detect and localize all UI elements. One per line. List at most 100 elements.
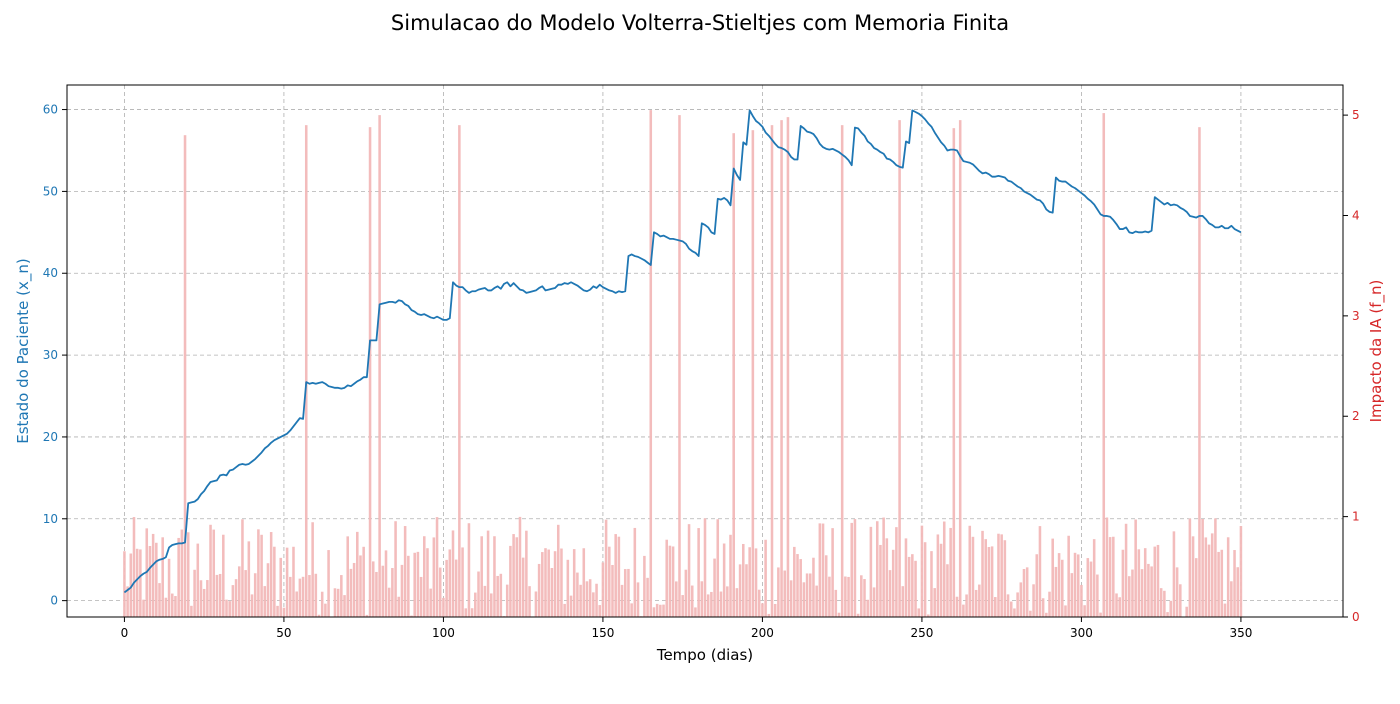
impact-bar xyxy=(978,585,981,617)
impact-bar xyxy=(1125,524,1128,617)
impact-bar xyxy=(276,606,279,617)
impact-bar xyxy=(1240,526,1243,617)
impact-bar xyxy=(251,594,254,617)
impact-bar xyxy=(560,549,563,617)
impact-bar xyxy=(1154,547,1157,617)
impact-bar xyxy=(500,574,503,617)
impact-bar xyxy=(1118,597,1121,617)
impact-bar xyxy=(212,530,215,617)
impact-bar xyxy=(589,579,592,617)
impact-bar xyxy=(732,133,735,617)
impact-bar xyxy=(806,573,809,617)
impact-bar xyxy=(334,588,337,617)
impact-bar xyxy=(624,569,627,617)
impact-bar xyxy=(991,546,994,617)
impact-bar xyxy=(161,537,164,617)
impact-bar xyxy=(643,556,646,617)
impact-bar xyxy=(943,522,946,617)
impact-bar xyxy=(579,585,582,617)
impact-bar xyxy=(570,596,573,617)
impact-bar xyxy=(429,589,432,617)
impact-bar xyxy=(232,585,235,617)
impact-bar xyxy=(876,521,879,617)
impact-bar xyxy=(1029,611,1032,617)
impact-bar xyxy=(822,524,825,617)
impact-bar xyxy=(270,532,273,617)
impact-bar xyxy=(522,558,525,617)
impact-bar xyxy=(745,564,748,617)
impact-bar xyxy=(1185,607,1188,617)
left-tick-label: 40 xyxy=(43,266,58,280)
impact-bar xyxy=(905,538,908,617)
impact-bar xyxy=(1093,539,1096,617)
impact-bar xyxy=(273,547,276,617)
impact-bar xyxy=(972,537,975,617)
impact-bar xyxy=(295,591,298,617)
impact-bar xyxy=(177,538,180,617)
impact-bar xyxy=(321,592,324,617)
impact-bar xyxy=(1233,550,1236,617)
impact-bar xyxy=(898,120,901,617)
impact-bar xyxy=(184,135,187,617)
impact-bar xyxy=(468,523,471,617)
impact-bar xyxy=(860,575,863,617)
impact-bar xyxy=(535,591,538,617)
impact-bar xyxy=(1205,537,1208,617)
impact-bar xyxy=(748,547,751,617)
impact-bar xyxy=(1071,573,1074,617)
impact-bar xyxy=(908,557,911,617)
impact-bar xyxy=(1208,545,1211,617)
left-axis-label: Estado do Paciente (x_n) xyxy=(14,258,33,443)
impact-bar xyxy=(1224,604,1227,617)
impact-bar xyxy=(1150,566,1153,617)
impact-bar xyxy=(736,588,739,617)
impact-bar xyxy=(921,526,924,617)
impact-bar xyxy=(704,518,707,617)
impact-bar xyxy=(1077,554,1080,617)
x-axis-label: Tempo (dias) xyxy=(656,646,753,664)
right-tick-label: 4 xyxy=(1352,208,1360,222)
impact-bar xyxy=(1026,567,1029,617)
impact-bar xyxy=(1179,584,1182,617)
impact-bar xyxy=(726,586,729,617)
impact-bar xyxy=(264,586,267,617)
impact-bar xyxy=(1217,552,1220,617)
impact-bar xyxy=(1192,536,1195,617)
impact-bar xyxy=(292,547,295,617)
impact-bar xyxy=(308,575,311,617)
impact-bar xyxy=(471,608,474,617)
impact-bar xyxy=(1106,517,1109,617)
impact-bar xyxy=(484,586,487,617)
x-tick-label: 50 xyxy=(276,626,291,640)
impact-bar xyxy=(1230,581,1233,617)
impact-bar xyxy=(994,597,997,617)
impact-bar xyxy=(621,585,624,617)
impact-bar xyxy=(197,544,200,617)
impact-bar xyxy=(551,568,554,617)
impact-bar xyxy=(1096,575,1099,617)
left-tick-label: 10 xyxy=(43,512,58,526)
impact-bar xyxy=(959,120,962,617)
impact-bar xyxy=(385,550,388,617)
impact-bar xyxy=(838,613,841,617)
impact-bar xyxy=(359,555,362,617)
impact-bar xyxy=(442,598,445,617)
impact-bar xyxy=(516,537,519,617)
impact-bar xyxy=(790,580,793,617)
impact-bar xyxy=(557,525,560,617)
impact-bar xyxy=(1173,531,1176,617)
impact-bar xyxy=(793,547,796,617)
impact-bar xyxy=(206,580,209,617)
impact-bar xyxy=(886,538,889,617)
impact-bar xyxy=(228,601,231,617)
impact-bar xyxy=(241,519,244,617)
impact-bar xyxy=(490,593,493,617)
impact-bar xyxy=(1227,537,1230,617)
x-tick-label: 150 xyxy=(591,626,614,640)
impact-bar xyxy=(653,607,656,617)
impact-bar xyxy=(758,590,761,617)
impact-bar xyxy=(988,547,991,617)
impact-bar xyxy=(984,539,987,617)
